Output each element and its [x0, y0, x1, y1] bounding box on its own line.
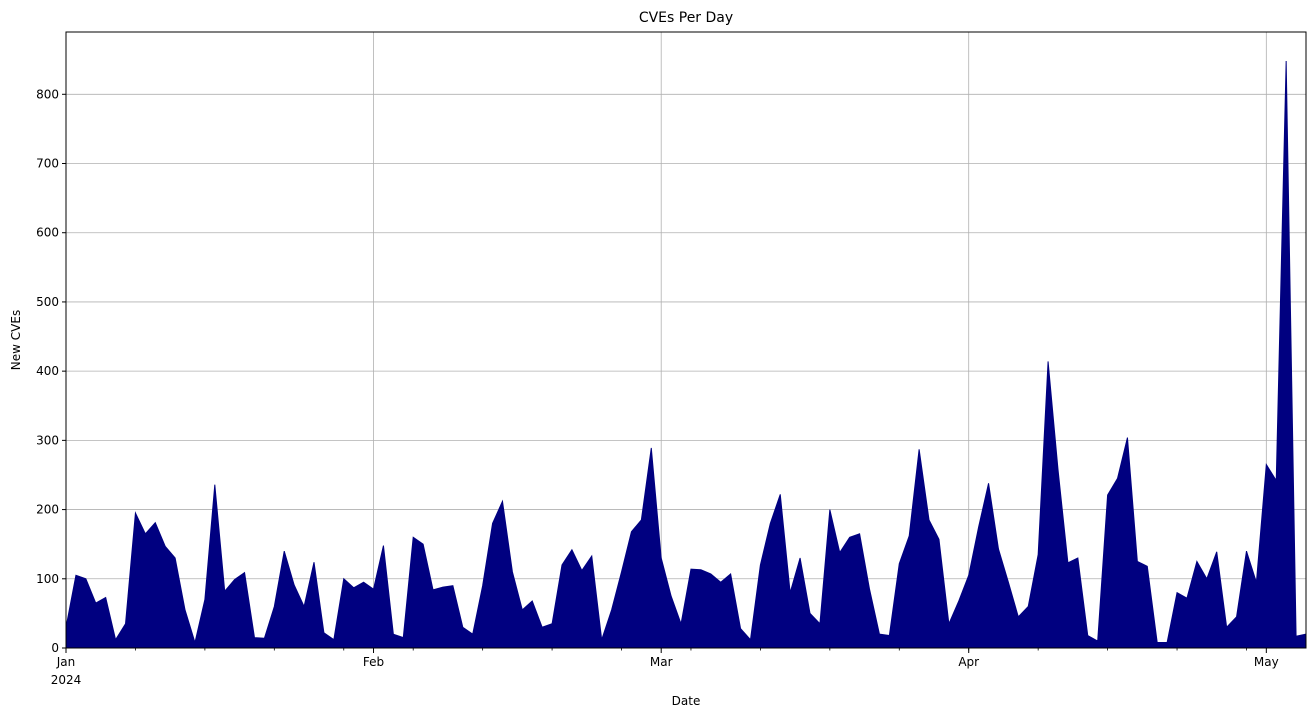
x-tick-label: Feb — [363, 655, 384, 669]
y-tick-label: 200 — [36, 503, 59, 517]
area-layer — [65, 61, 1307, 649]
area-series — [65, 61, 1307, 649]
x-tick-label: May — [1254, 655, 1279, 669]
y-tick-label: 500 — [36, 295, 59, 309]
y-axis-label: New CVEs — [9, 310, 23, 370]
chart-title: CVEs Per Day — [639, 10, 733, 26]
y-tick-label: 700 — [36, 157, 59, 171]
axis-layer: 0 100 200 300 400 500 600 700 800 Jan 2024 Feb Mar Ap… — [36, 31, 1307, 687]
y-tick-label: 400 — [36, 364, 59, 378]
x-tick-label: Jan — [56, 655, 76, 669]
x-tick-label: Apr — [958, 655, 979, 669]
y-tick-label: 600 — [36, 226, 59, 240]
y-tick-label: 800 — [36, 87, 59, 101]
x-tick-label: Mar — [650, 655, 673, 669]
y-tick-label: 100 — [36, 572, 59, 586]
plot-frame — [65, 31, 1307, 649]
x-tick-sublabel: 2024 — [51, 673, 82, 687]
y-tick-label: 0 — [51, 641, 59, 655]
x-axis-label: Date — [672, 694, 701, 708]
y-tick-label: 300 — [36, 433, 59, 447]
